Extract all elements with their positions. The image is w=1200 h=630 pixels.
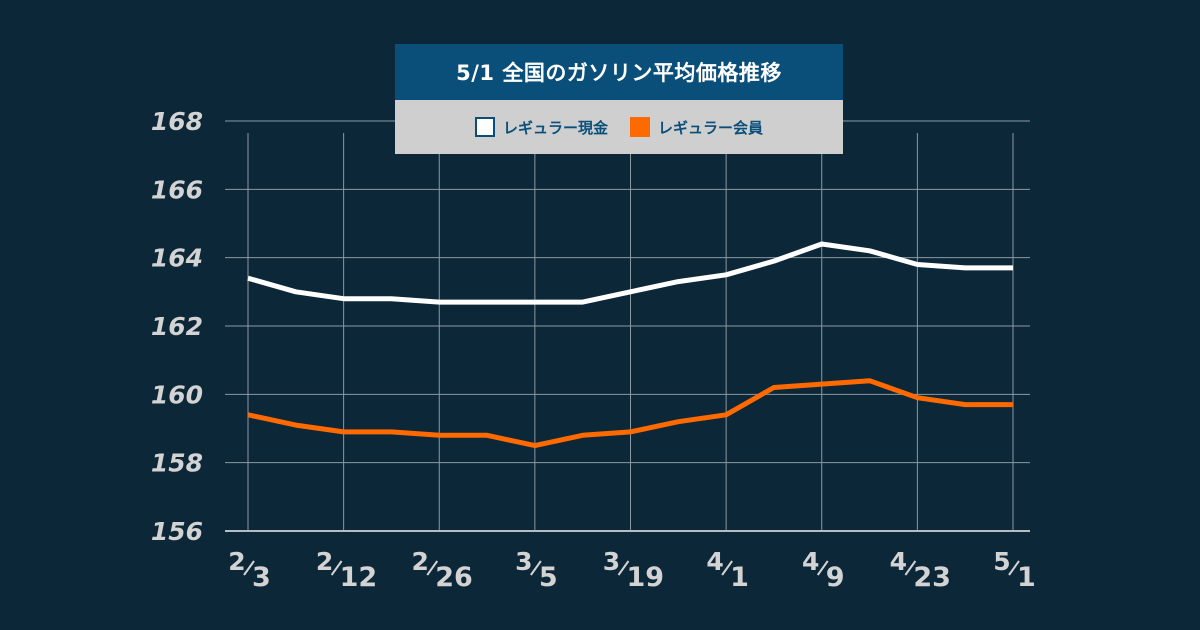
x-tick-label: 35 <box>515 547 558 593</box>
x-tick-separator <box>243 560 255 576</box>
y-tick-labels: 156 158 160 162 164 166 168 <box>151 107 203 546</box>
legend-swatch-member <box>630 117 650 137</box>
y-tick-label: 156 <box>151 517 203 546</box>
x-tick-month: 3 <box>515 547 532 576</box>
x-tick-month: 5 <box>993 547 1010 576</box>
x-tick-month: 3 <box>603 547 620 576</box>
series-lines <box>247 241 1013 449</box>
x-tick-separator <box>1008 560 1020 576</box>
x-tick-month: 2 <box>316 547 333 576</box>
x-tick-label: 49 <box>802 547 845 593</box>
y-tick-label: 160 <box>151 380 203 409</box>
x-tick-month: 2 <box>228 547 245 576</box>
x-tick-label: 226 <box>412 547 473 593</box>
x-tick-month: 4 <box>890 547 907 576</box>
x-tick-separator <box>904 560 917 576</box>
x-tick-day: 5 <box>539 562 558 593</box>
x-tick-day: 1 <box>1017 562 1036 593</box>
x-tick-separator <box>617 560 630 576</box>
x-tick-day: 3 <box>252 562 271 593</box>
series-line-member <box>247 378 1013 449</box>
x-tick-month: 4 <box>802 547 819 576</box>
chart-title: 5/1 全国のガソリン平均価格推移 <box>395 44 843 100</box>
y-tick-label: 162 <box>151 312 203 341</box>
x-tick-day: 19 <box>627 562 665 593</box>
x-tick-separator <box>426 560 439 576</box>
x-tick-separator <box>816 560 829 576</box>
legend-item-cash: レギュラー現金 <box>474 117 608 138</box>
x-tick-day: 23 <box>913 562 951 593</box>
x-tick-day: 1 <box>730 562 749 593</box>
legend: レギュラー現金 レギュラー会員 <box>395 100 843 154</box>
x-tick-label: 41 <box>706 547 749 593</box>
legend-item-member: レギュラー会員 <box>630 117 763 138</box>
y-tick-label: 158 <box>151 449 203 478</box>
legend-swatch-cash <box>474 117 495 137</box>
series-line-cash <box>247 241 1013 305</box>
x-tick-label: 51 <box>993 547 1036 593</box>
x-tick-day: 9 <box>826 562 845 593</box>
x-tick-month: 2 <box>412 547 429 576</box>
legend-label-member: レギュラー会員 <box>658 118 764 137</box>
legend-label-cash: レギュラー現金 <box>502 118 608 137</box>
x-tick-label: 23 <box>228 547 271 593</box>
y-tick-label: 166 <box>151 175 203 204</box>
x-tick-label: 212 <box>316 547 377 593</box>
x-tick-day: 26 <box>435 562 473 593</box>
x-tick-separator <box>530 560 542 576</box>
x-tick-separator <box>721 560 733 576</box>
x-tick-day: 12 <box>340 562 378 593</box>
y-tick-label: 164 <box>151 244 203 273</box>
legend-box: 5/1 全国のガソリン平均価格推移 レギュラー現金 レギュラー会員 <box>395 44 843 154</box>
x-tick-label: 319 <box>603 547 664 593</box>
x-tick-month: 4 <box>706 547 723 576</box>
y-tick-label: 168 <box>151 107 203 136</box>
x-tick-label: 423 <box>890 547 951 593</box>
x-tick-separator <box>330 560 343 576</box>
grid-lines <box>225 120 1030 531</box>
